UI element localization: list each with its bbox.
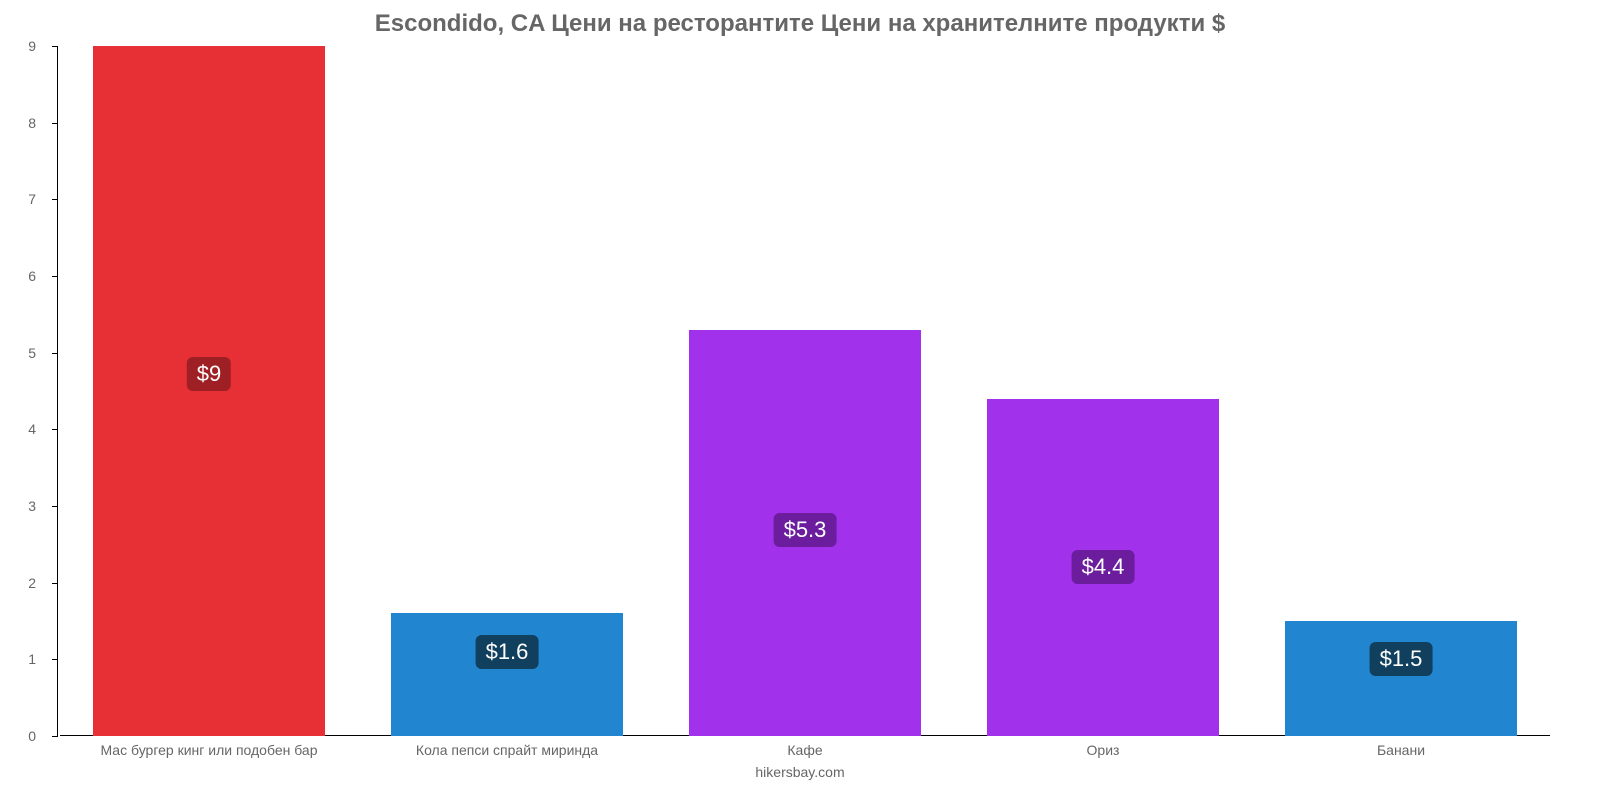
bars-group: $9 $1.6 $5.3 $4.4 $1.5 xyxy=(60,46,1550,736)
bar-slot: $1.5 xyxy=(1252,46,1550,736)
y-tick-label: 2 xyxy=(6,575,36,591)
chart-title: Escondido, CA Цени на ресторантите Цени … xyxy=(40,10,1560,38)
bar-slot: $1.6 xyxy=(358,46,656,736)
plot-area: 0123456789 $9$1.6$5.3$4.4$1.5 xyxy=(60,46,1550,736)
bar: $5.3 xyxy=(689,330,921,736)
y-tick-label: 3 xyxy=(6,498,36,514)
y-axis: 0123456789 xyxy=(40,46,58,736)
x-tick-label: Ориз xyxy=(954,742,1252,758)
y-tick-label: 7 xyxy=(6,191,36,207)
y-tick-label: 8 xyxy=(6,115,36,131)
y-tick-label: 4 xyxy=(6,421,36,437)
bar: $9 xyxy=(93,46,325,736)
bar-value-label: $1.6 xyxy=(476,635,539,669)
x-tick-label: Кафе xyxy=(656,742,954,758)
y-tick-label: 5 xyxy=(6,345,36,361)
chart-footer: hikersbay.com xyxy=(40,764,1560,780)
bar-slot: $4.4 xyxy=(954,46,1252,736)
bar: $1.5 xyxy=(1285,621,1517,736)
price-bar-chart: Escondido, CA Цени на ресторантите Цени … xyxy=(40,10,1560,790)
y-tick-label: 6 xyxy=(6,268,36,284)
bar-value-label: $5.3 xyxy=(774,513,837,547)
y-tick-label: 1 xyxy=(6,651,36,667)
y-tick-label: 9 xyxy=(6,38,36,54)
bar-value-label: $4.4 xyxy=(1072,550,1135,584)
bar: $1.6 xyxy=(391,613,623,736)
x-tick-label: Кола пепси спрайт миринда xyxy=(358,742,656,758)
x-axis-labels: Мас бургер кинг или подобен барКола пепс… xyxy=(60,742,1550,758)
x-tick-label: Мас бургер кинг или подобен бар xyxy=(60,742,358,758)
bar-slot: $9 xyxy=(60,46,358,736)
bar-value-label: $1.5 xyxy=(1370,642,1433,676)
bar-value-label: $9 xyxy=(187,357,231,391)
bar: $4.4 xyxy=(987,399,1219,736)
x-tick-label: Банани xyxy=(1252,742,1550,758)
bar-slot: $5.3 xyxy=(656,46,954,736)
y-tick-label: 0 xyxy=(6,728,36,744)
